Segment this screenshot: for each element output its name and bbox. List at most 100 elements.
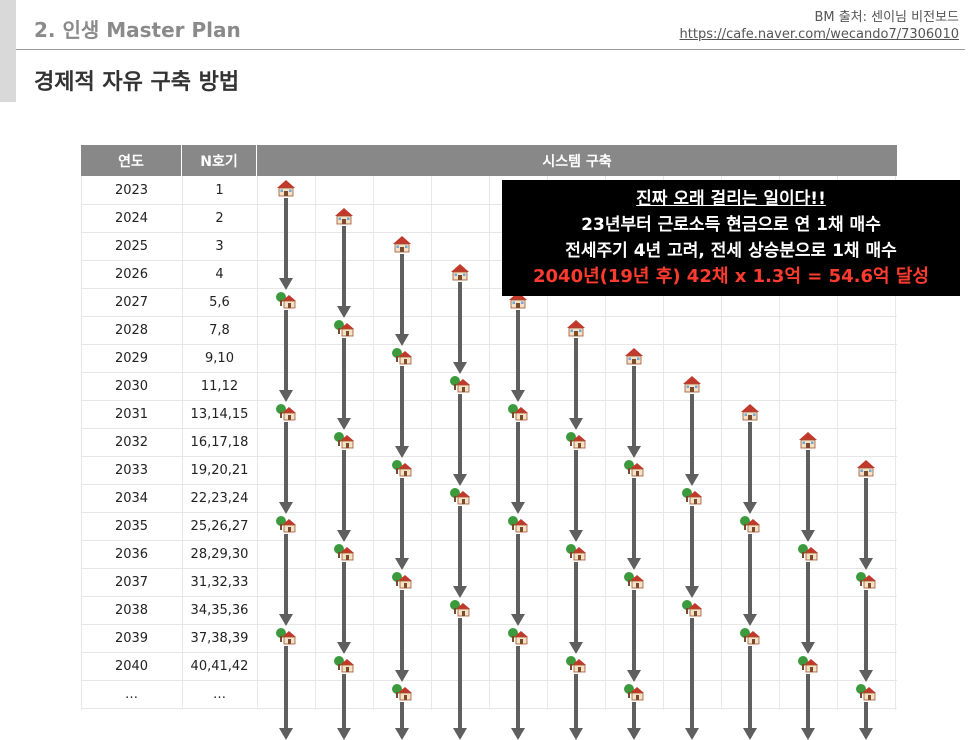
down-arrow-icon: [627, 702, 641, 740]
year-cell: 2023: [114, 182, 149, 198]
callout-line-1: 진짜 오래 걸리는 일이다!!: [636, 189, 826, 209]
header-system: 시스템 구축: [257, 145, 897, 176]
source-credit: BM 출처: 센이님 비전보드 https://cafe.naver.com/w…: [680, 9, 959, 43]
down-arrow-icon: [685, 394, 699, 486]
grid-line: [315, 176, 316, 710]
down-arrow-icon: [337, 338, 351, 430]
house-with-tree-icon: [334, 543, 354, 561]
house-icon: [392, 235, 412, 253]
grid-line: [182, 176, 183, 710]
down-arrow-icon: [685, 618, 699, 740]
down-arrow-icon: [453, 394, 467, 486]
section-title: 2. 인생 Master Plan: [34, 18, 241, 42]
down-arrow-icon: [279, 198, 293, 290]
down-arrow-icon: [453, 618, 467, 740]
callout-line-3: 전세주기 4년 고려, 전세 상승분으로 1채 매수: [565, 241, 897, 261]
year-cell: 2037: [114, 574, 149, 590]
down-arrow-icon: [859, 590, 873, 682]
down-arrow-icon: [453, 282, 467, 374]
plan-table: 연도 N호기 시스템 구축 2023 1 2024 2 2025 3 2026 4 2027 5,…: [81, 145, 897, 740]
house-with-tree-icon: [276, 515, 296, 533]
year-cell: 2039: [114, 630, 149, 646]
house-with-tree-icon: [624, 683, 644, 701]
house-with-tree-icon: [392, 571, 412, 589]
house-with-tree-icon: [740, 515, 760, 533]
down-arrow-icon: [395, 702, 409, 740]
grid-line: [663, 176, 664, 710]
grid-line: [489, 176, 490, 710]
grid-line: [431, 176, 432, 710]
year-cell: 2032: [114, 434, 149, 450]
down-arrow-icon: [337, 226, 351, 318]
year-cell: 2033: [114, 462, 149, 478]
header-divider: [16, 49, 965, 50]
down-arrow-icon: [801, 562, 815, 654]
house-with-tree-icon: [856, 683, 876, 701]
down-arrow-icon: [743, 646, 757, 740]
down-arrow-icon: [859, 702, 873, 740]
house-with-tree-icon: [624, 459, 644, 477]
year-cell: 2040: [114, 658, 149, 674]
unit-number-cell: 16,17,18: [190, 434, 249, 450]
unit-number-cell: 34,35,36: [190, 602, 249, 618]
house-with-tree-icon: [334, 655, 354, 673]
source-link[interactable]: https://cafe.naver.com/wecando7/7306010: [679, 27, 959, 42]
down-arrow-icon: [569, 338, 583, 430]
grid-line: [81, 176, 82, 710]
house-icon: [682, 375, 702, 393]
down-arrow-icon: [743, 422, 757, 514]
year-cell: 2029: [114, 350, 149, 366]
unit-number-cell: 37,38,39: [190, 630, 249, 646]
house-icon: [798, 431, 818, 449]
year-cell: 2035: [114, 518, 149, 534]
house-with-tree-icon: [682, 487, 702, 505]
house-icon: [566, 319, 586, 337]
unit-number-cell: 1: [215, 182, 224, 198]
unit-number-cell: 19,20,21: [190, 462, 249, 478]
house-with-tree-icon: [856, 571, 876, 589]
house-icon: [624, 347, 644, 365]
house-with-tree-icon: [624, 571, 644, 589]
down-arrow-icon: [337, 674, 351, 740]
unit-number-cell: 31,32,33: [190, 574, 249, 590]
year-cell: 2025: [114, 238, 149, 254]
down-arrow-icon: [801, 674, 815, 740]
unit-number-cell: …: [213, 686, 226, 702]
year-cell: 2030: [114, 378, 149, 394]
grid-line: [837, 176, 838, 710]
down-arrow-icon: [395, 478, 409, 570]
down-arrow-icon: [627, 590, 641, 682]
house-with-tree-icon: [276, 627, 296, 645]
down-arrow-icon: [685, 506, 699, 598]
down-arrow-icon: [337, 562, 351, 654]
unit-number-cell: 4: [215, 266, 224, 282]
house-with-tree-icon: [508, 515, 528, 533]
down-arrow-icon: [511, 422, 525, 514]
house-with-tree-icon: [566, 655, 586, 673]
house-with-tree-icon: [682, 599, 702, 617]
unit-number-cell: 25,26,27: [190, 518, 249, 534]
down-arrow-icon: [569, 450, 583, 542]
unit-number-cell: 7,8: [209, 322, 230, 338]
house-with-tree-icon: [508, 403, 528, 421]
house-with-tree-icon: [798, 543, 818, 561]
unit-number-cell: 40,41,42: [190, 658, 249, 674]
down-arrow-icon: [511, 310, 525, 402]
unit-number-cell: 22,23,24: [190, 490, 249, 506]
house-icon: [856, 459, 876, 477]
down-arrow-icon: [279, 646, 293, 740]
house-with-tree-icon: [450, 375, 470, 393]
grid-line: [605, 176, 606, 710]
year-cell: 2038: [114, 602, 149, 618]
unit-number-cell: 5,6: [209, 294, 230, 310]
down-arrow-icon: [511, 534, 525, 626]
grid-line: [895, 176, 896, 710]
grid-line: [257, 176, 258, 710]
grid-line: [373, 176, 374, 710]
down-arrow-icon: [569, 562, 583, 654]
unit-number-cell: 13,14,15: [190, 406, 249, 422]
unit-number-cell: 9,10: [205, 350, 234, 366]
unit-number-cell: 3: [215, 238, 224, 254]
house-with-tree-icon: [508, 627, 528, 645]
down-arrow-icon: [569, 674, 583, 740]
